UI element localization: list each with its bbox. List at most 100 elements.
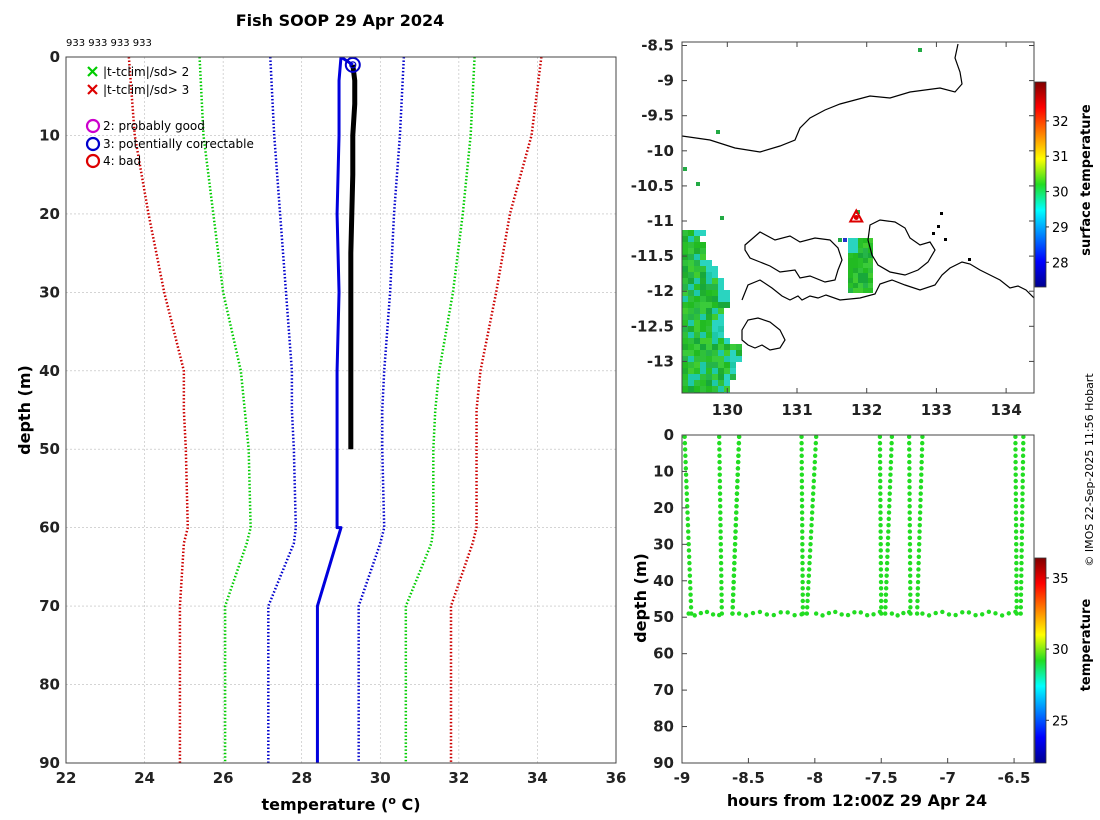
sst-pixel (694, 230, 700, 236)
section-dot (1014, 579, 1019, 585)
sst-pixel (718, 314, 724, 320)
section-dot (1013, 472, 1018, 477)
sst-pixel (863, 278, 868, 283)
sst-pixel (694, 242, 700, 248)
section-dot (820, 613, 825, 618)
section-dot (717, 491, 723, 496)
sst-pixel (718, 350, 724, 356)
sst-pixel (858, 288, 863, 293)
section-x-tick: -6.5 (998, 769, 1031, 787)
section-dot (812, 453, 818, 458)
sst-pixel (706, 290, 712, 296)
section-dot (979, 612, 985, 617)
sst-pixel (853, 253, 858, 258)
section-dot (1019, 541, 1024, 547)
section-dot (915, 598, 920, 604)
section-dot (908, 592, 913, 597)
sst-pixel (848, 288, 853, 293)
section-dot (1018, 611, 1023, 616)
series-mean-2sd (404, 57, 476, 763)
sst-pixel (700, 242, 706, 248)
sst-pixel (682, 302, 688, 308)
series-mean-3sd (127, 57, 190, 763)
section-dot (1019, 548, 1024, 553)
sst-pixel (718, 356, 724, 362)
sst-pixel (700, 386, 706, 392)
section-dot (810, 497, 816, 503)
sst-pixel (688, 284, 694, 290)
sst-pixel (694, 302, 700, 308)
section-dot (799, 491, 805, 496)
sst-pixel (682, 260, 688, 266)
section-dot (895, 613, 900, 618)
sst-pixel (706, 326, 712, 332)
section-dot (687, 567, 692, 572)
sst-pixel (863, 248, 868, 253)
profile-y-tick: 80 (39, 676, 60, 694)
sst-pixel (863, 263, 868, 268)
sst-pixel (858, 253, 863, 258)
map-x-tick: 133 (921, 401, 952, 419)
section-dot (692, 613, 697, 618)
section-dot (884, 560, 890, 566)
section-dot (732, 554, 737, 559)
section-dot (920, 440, 925, 446)
section-dot (718, 541, 724, 547)
section-dot (682, 440, 688, 446)
section-dot (683, 472, 689, 477)
sst-pixel (682, 254, 688, 260)
sst-pixel (706, 338, 712, 344)
sst-pixel (736, 356, 742, 362)
map-x-tick: 132 (851, 401, 882, 419)
legend-label: 4: bad (103, 154, 141, 168)
section-dot (730, 592, 736, 597)
section-dot (886, 516, 891, 522)
section-colorbar-ticks: 25 30 35 (1046, 572, 1069, 729)
section-dot (683, 453, 688, 458)
section-dot (686, 548, 692, 553)
sst-pixel (694, 272, 700, 278)
section-dot (799, 440, 804, 446)
section-dot (686, 611, 691, 616)
sst-pixel (848, 273, 853, 278)
section-dot (684, 485, 689, 490)
section-dot (1013, 491, 1019, 496)
sst-pixel (694, 314, 700, 320)
section-y-tick: 80 (653, 718, 674, 736)
section-dot (907, 529, 913, 534)
map-y-tick: -9 (657, 72, 674, 90)
sst-pixel (700, 278, 706, 284)
section-dot (734, 497, 739, 503)
sst-pixel (863, 238, 868, 243)
sst-pixel (712, 344, 718, 350)
sst-pixel (853, 288, 858, 293)
section-dot (966, 610, 972, 615)
sst-pixel (688, 260, 694, 266)
sst-pixel (688, 368, 694, 374)
section-dot (731, 573, 737, 578)
section-dot (1013, 485, 1018, 490)
sst-pixel (730, 362, 736, 368)
sst-pixel (688, 314, 694, 320)
section-dot (806, 573, 812, 578)
section-dot (973, 612, 978, 618)
profile-y-tick: 20 (39, 205, 60, 223)
section-dot (799, 510, 805, 515)
sst-pixel (868, 263, 873, 268)
section-dot (883, 611, 888, 616)
sst-pixel (706, 278, 712, 284)
section-dot (719, 586, 724, 591)
sst-pixel (700, 248, 706, 254)
map-y-tick: -12.5 (631, 317, 674, 335)
island (940, 212, 943, 215)
sst-pixel (858, 263, 863, 268)
section-dot (907, 541, 913, 547)
section-dot (1013, 510, 1019, 515)
map-colorbar-tick: 31 (1052, 150, 1069, 165)
section-dot (808, 541, 813, 547)
section-x-label: hours from 12:00Z 29 Apr 24 (727, 791, 987, 810)
section-dot (888, 453, 894, 458)
map-x-tick: 131 (781, 401, 812, 419)
section-dot (888, 459, 894, 465)
section-dot (731, 579, 736, 585)
